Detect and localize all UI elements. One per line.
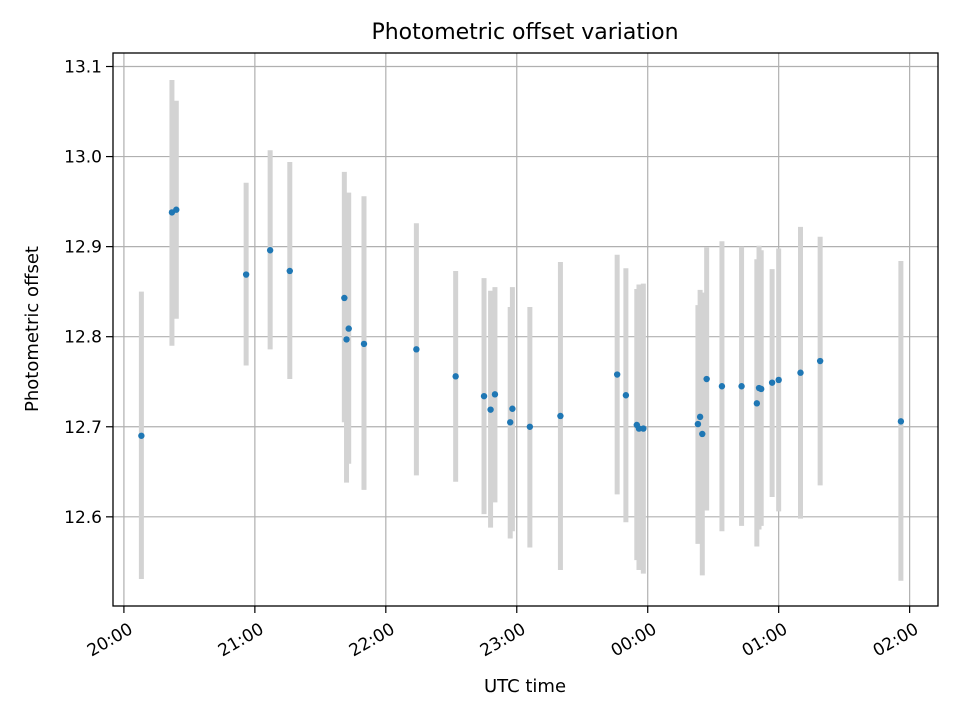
data-point (897, 418, 905, 425)
x-tick-label: 01:00 (739, 619, 791, 661)
x-tick-label: 20:00 (84, 619, 136, 661)
y-tick-label: 13.1 (64, 58, 102, 78)
data-point (699, 430, 706, 438)
x-tick-label: 02:00 (870, 619, 922, 661)
y-axis-label: Photometric offset (22, 246, 43, 412)
data-point (491, 391, 499, 398)
data-point (341, 294, 348, 302)
data-point (694, 420, 702, 428)
data-point (816, 357, 824, 365)
grid (113, 53, 938, 606)
x-axis-label: UTC time (484, 676, 566, 697)
data-point (526, 423, 534, 430)
data-point (758, 385, 765, 393)
x-tick-label: 23:00 (477, 619, 529, 661)
data-point (480, 392, 488, 400)
data-point (138, 432, 145, 439)
y-axis-ticks: 12.6 12.7 12.8 12.9 13.0 13.1 (64, 58, 113, 528)
x-axis-ticks: 20:00 21:00 22:00 23:00 00:00 01:00 02:00 (84, 606, 922, 661)
data-point (557, 412, 564, 420)
y-tick-label: 13.0 (64, 148, 102, 168)
data-point (266, 247, 274, 254)
data-point (640, 425, 647, 432)
data-point (703, 375, 710, 383)
data-points (138, 206, 905, 439)
data-point (360, 340, 368, 348)
data-point (718, 383, 726, 390)
data-point (753, 400, 761, 407)
y-tick-label: 12.8 (64, 328, 102, 348)
y-tick-label: 12.9 (64, 238, 102, 258)
y-tick-label: 12.7 (64, 418, 102, 438)
data-point (775, 376, 782, 384)
data-point (507, 419, 514, 426)
data-point (452, 373, 459, 380)
x-tick-label: 00:00 (608, 619, 660, 661)
data-point (696, 413, 704, 421)
data-point (286, 267, 293, 275)
data-point (622, 392, 630, 399)
data-point (345, 325, 352, 332)
data-point (343, 336, 350, 343)
data-point (797, 369, 804, 376)
data-point (487, 406, 494, 413)
chart-title: Photometric offset variation (371, 20, 678, 45)
data-point (768, 379, 776, 386)
data-point (613, 371, 621, 378)
data-point (173, 206, 180, 213)
y-tick-label: 12.6 (64, 508, 102, 528)
data-point (413, 346, 420, 353)
x-tick-label: 21:00 (215, 619, 267, 661)
data-point (242, 271, 250, 278)
plot-frame (112, 52, 939, 607)
data-point (738, 383, 745, 390)
data-point (509, 405, 516, 412)
x-tick-label: 22:00 (346, 619, 398, 661)
